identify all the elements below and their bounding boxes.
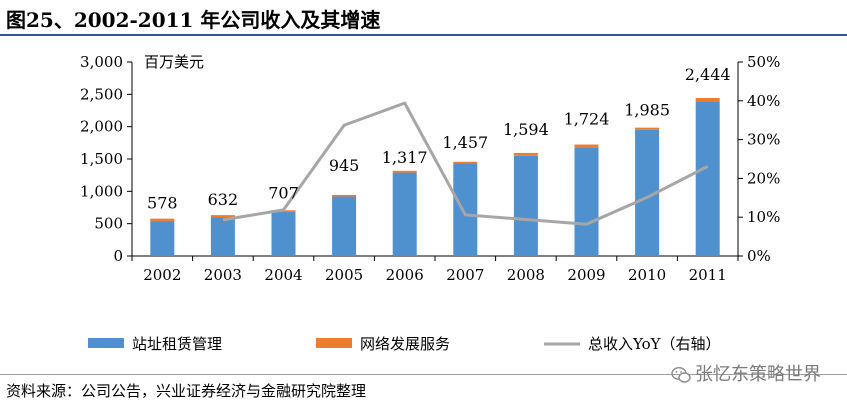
x-tick-label: 2004 bbox=[264, 266, 302, 284]
x-tick-label: 2003 bbox=[204, 266, 242, 284]
y-tick-label-left: 500 bbox=[94, 215, 123, 233]
data-label-total: 2,444 bbox=[685, 65, 731, 84]
y-tick-label-left: 1,500 bbox=[80, 150, 123, 168]
title-rule bbox=[0, 34, 847, 36]
data-label-total: 707 bbox=[268, 183, 299, 202]
bar-rental bbox=[574, 147, 599, 256]
data-label-total: 632 bbox=[208, 190, 239, 209]
chart-area: 0 500 1,000 1,500 2,000 2,500 3,000 0% 10% 20% 30%… bbox=[0, 36, 847, 372]
data-label-total: 945 bbox=[329, 156, 360, 175]
legend-label-network: 网络发展服务 bbox=[360, 335, 450, 353]
y-tick-label-right: 10% bbox=[747, 208, 780, 226]
bar-rental bbox=[695, 101, 720, 256]
chart-svg: 0 500 1,000 1,500 2,000 2,500 3,000 0% 10% 20% 30%… bbox=[80, 53, 780, 353]
legend-label-rental: 站址租赁管理 bbox=[132, 335, 222, 353]
bar-network bbox=[695, 97, 720, 102]
x-tick-label: 2005 bbox=[325, 266, 363, 284]
bar-rental bbox=[210, 217, 235, 256]
x-tick-label: 2006 bbox=[386, 266, 424, 284]
y-tick-label-right: 50% bbox=[747, 53, 780, 71]
bar-network bbox=[210, 215, 235, 218]
source-rule bbox=[0, 374, 847, 375]
bar-network bbox=[635, 127, 660, 130]
y-tick-label-right: 40% bbox=[747, 92, 780, 110]
bar-network bbox=[574, 144, 599, 148]
x-tick-label: 2009 bbox=[567, 266, 605, 284]
bar-network bbox=[150, 218, 175, 222]
chart-title: 图25、2002-2011 年公司收入及其增速 bbox=[6, 8, 381, 32]
y-tick-label-left: 3,000 bbox=[80, 53, 123, 71]
watermark: 张忆东策略世界 bbox=[671, 360, 821, 386]
y-tick-label-left: 0 bbox=[113, 247, 123, 265]
x-tick-label: 2002 bbox=[143, 266, 181, 284]
bar-rental bbox=[513, 155, 538, 256]
source-note: 资料来源：公司公告，兴业证券经济与金融研究院整理 bbox=[6, 382, 367, 400]
y-axis-title: 百万美元 bbox=[144, 53, 204, 71]
legend-label-yoy: 总收入YoY（右轴） bbox=[588, 335, 721, 353]
data-label-total: 1,317 bbox=[382, 148, 428, 167]
bar-rental bbox=[271, 212, 296, 256]
data-label-total: 1,724 bbox=[564, 110, 610, 129]
bar-rental bbox=[453, 163, 478, 256]
data-label-total: 1,985 bbox=[624, 101, 670, 120]
bar-network bbox=[332, 194, 357, 197]
bar-rental bbox=[150, 221, 175, 256]
legend-swatch-rental bbox=[88, 338, 124, 348]
x-tick-label: 2008 bbox=[507, 266, 545, 284]
bar-network bbox=[453, 161, 478, 164]
bar-network bbox=[513, 152, 538, 156]
wechat-icon bbox=[671, 366, 691, 383]
y-tick-label-left: 2,500 bbox=[80, 85, 123, 103]
y-tick-label-right: 0% bbox=[747, 247, 771, 265]
y-tick-label-left: 1,000 bbox=[80, 182, 123, 200]
bar-rental bbox=[392, 172, 417, 256]
data-label-total: 578 bbox=[147, 194, 178, 213]
bar-network bbox=[392, 170, 417, 173]
y-tick-label-left: 2,000 bbox=[80, 118, 123, 136]
data-label-total: 1,457 bbox=[442, 133, 488, 152]
legend-swatch-network bbox=[316, 338, 352, 348]
y-tick-label-right: 20% bbox=[747, 169, 780, 187]
x-tick-label: 2011 bbox=[689, 266, 727, 284]
watermark-text: 张忆东策略世界 bbox=[695, 364, 821, 385]
y-tick-label-right: 30% bbox=[747, 131, 780, 149]
data-label-total: 1,594 bbox=[503, 120, 549, 139]
bar-rental bbox=[332, 196, 357, 256]
x-tick-label: 2010 bbox=[628, 266, 666, 284]
x-tick-label: 2007 bbox=[446, 266, 484, 284]
